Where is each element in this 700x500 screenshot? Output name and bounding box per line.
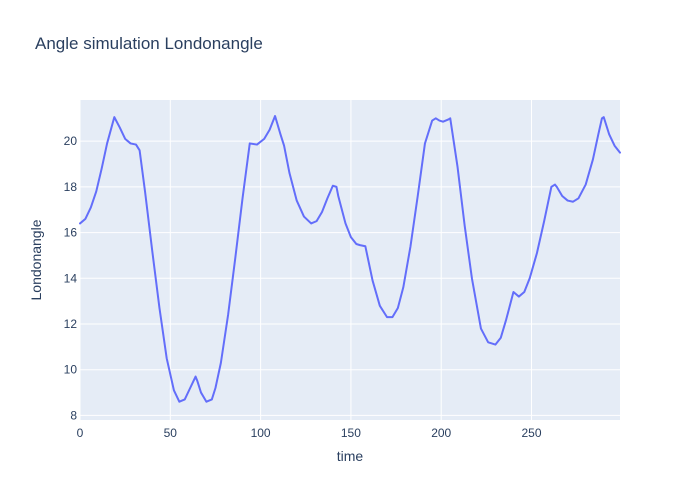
chart-title: Angle simulation Londonangle <box>35 34 263 53</box>
y-tick-label: 20 <box>64 134 78 148</box>
y-axis-title: Londonangle <box>28 219 44 300</box>
y-tick-label: 10 <box>64 363 78 377</box>
x-tick-label: 100 <box>251 426 271 440</box>
x-tick-label: 200 <box>431 426 451 440</box>
series-layer <box>79 115 621 403</box>
y-tick-label: 14 <box>64 271 78 285</box>
plot-background <box>80 100 620 420</box>
x-axis-title: time <box>337 448 364 464</box>
tick-labels: 0 50 100 150 200 250 8 10 12 14 16 18 20 <box>64 134 542 440</box>
y-tick-label: 18 <box>64 180 78 194</box>
x-tick-label: 0 <box>77 426 84 440</box>
x-tick-label: 250 <box>521 426 541 440</box>
y-tick-label: 12 <box>64 317 78 331</box>
x-tick-label: 50 <box>164 426 178 440</box>
series-line <box>79 115 621 403</box>
x-tick-label: 150 <box>341 426 361 440</box>
y-tick-label: 8 <box>70 408 77 422</box>
y-tick-label: 16 <box>64 226 78 240</box>
gridlines <box>79 100 620 420</box>
